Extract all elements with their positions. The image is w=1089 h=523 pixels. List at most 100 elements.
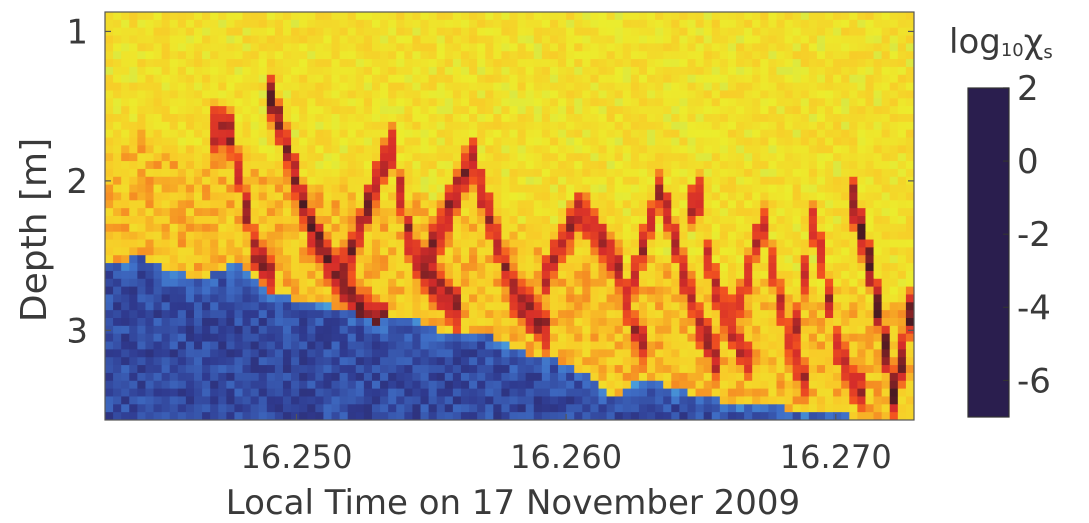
heatmap-cell <box>776 59 786 68</box>
heatmap-cell <box>307 333 316 343</box>
heatmap-cell <box>525 129 535 139</box>
heatmap-cell <box>291 51 300 60</box>
heatmap-cell <box>614 19 624 29</box>
heatmap-cell <box>218 310 227 319</box>
heatmap-cell <box>347 302 357 311</box>
heatmap-cell <box>477 357 486 366</box>
heatmap-cell <box>541 51 551 60</box>
heatmap-cell <box>533 231 543 241</box>
heatmap-cell <box>477 231 486 241</box>
heatmap-cell <box>517 106 527 115</box>
heatmap-cell <box>460 145 470 154</box>
heatmap-cell <box>266 27 276 37</box>
heatmap-cell <box>695 239 705 248</box>
heatmap-cell <box>647 223 656 233</box>
heatmap-cell <box>153 286 163 296</box>
heatmap-cell <box>638 216 648 225</box>
heatmap-cell <box>905 121 914 131</box>
heatmap-cell <box>509 27 519 37</box>
heatmap-cell <box>121 286 130 296</box>
heatmap-cell <box>404 365 414 374</box>
heatmap-cell <box>436 239 446 248</box>
heatmap-cell <box>469 82 478 92</box>
heatmap-cell <box>218 372 227 382</box>
heatmap-cell <box>444 192 454 201</box>
heatmap-cell <box>469 270 478 280</box>
heatmap-cell <box>598 19 608 29</box>
heatmap-cell <box>202 129 211 139</box>
heatmap-cell <box>218 153 227 162</box>
heatmap-cell <box>121 349 130 358</box>
heatmap-cell <box>582 380 591 390</box>
heatmap-cell <box>582 231 591 241</box>
heatmap-cell <box>428 302 438 311</box>
heatmap-cell <box>566 74 575 84</box>
heatmap-cell <box>234 168 244 178</box>
heatmap-cell <box>226 106 236 115</box>
heatmap-cell <box>533 145 543 154</box>
heatmap-cell <box>695 19 705 29</box>
heatmap-cell <box>266 106 276 115</box>
heatmap-cell <box>347 66 357 76</box>
heatmap-cell <box>250 161 260 170</box>
heatmap-cell <box>452 27 462 37</box>
heatmap-cell <box>469 192 478 201</box>
heatmap-cell <box>711 43 721 52</box>
heatmap-cell <box>825 310 834 319</box>
heatmap-cell <box>622 239 632 248</box>
heatmap-cell <box>679 35 689 44</box>
heatmap-cell <box>671 278 680 288</box>
heatmap-cell <box>371 27 381 37</box>
heatmap-cell <box>460 349 470 358</box>
heatmap-cell <box>517 137 527 146</box>
heatmap-cell <box>776 153 786 162</box>
heatmap-cell <box>833 310 842 319</box>
heatmap-cell <box>145 263 155 272</box>
heatmap-cell <box>469 216 478 225</box>
heatmap-cell <box>493 27 503 37</box>
heatmap-cell <box>857 388 867 398</box>
heatmap-cell <box>436 98 446 107</box>
heatmap-cell <box>582 333 591 343</box>
heatmap-cell <box>533 208 543 217</box>
heatmap-cell <box>420 19 430 29</box>
heatmap-cell <box>622 51 632 60</box>
heatmap-cell <box>428 184 438 194</box>
heatmap-cell <box>606 90 616 99</box>
heatmap-cell <box>469 286 478 296</box>
heatmap-cell <box>800 380 810 390</box>
heatmap-cell <box>420 27 430 37</box>
heatmap-cell <box>412 145 422 154</box>
heatmap-cell <box>800 216 810 225</box>
heatmap-cell <box>905 137 914 146</box>
heatmap-cell <box>687 59 697 68</box>
heatmap-cell <box>234 43 244 52</box>
heatmap-cell <box>905 35 914 44</box>
heatmap-cell <box>760 388 769 398</box>
heatmap-cell <box>331 302 341 311</box>
heatmap-cell <box>460 247 470 256</box>
heatmap-cell <box>865 357 875 366</box>
heatmap-cell <box>185 161 195 170</box>
heatmap-cell <box>412 263 422 272</box>
heatmap-cell <box>549 168 559 178</box>
heatmap-cell <box>202 278 211 288</box>
heatmap-cell <box>800 365 810 374</box>
heatmap-cell <box>153 372 163 382</box>
heatmap-cell <box>436 176 446 186</box>
heatmap-cell <box>711 184 721 194</box>
heatmap-cell <box>493 270 503 280</box>
heatmap-cell <box>420 223 430 233</box>
heatmap-cell <box>736 357 745 366</box>
heatmap-cell <box>129 153 138 162</box>
heatmap-cell <box>258 192 268 201</box>
heatmap-cell <box>477 372 486 382</box>
heatmap-cell <box>113 82 122 92</box>
heatmap-cell <box>614 74 624 84</box>
heatmap-cell <box>291 380 300 390</box>
heatmap-cell <box>234 325 244 335</box>
heatmap-cell <box>315 43 325 52</box>
heatmap-cell <box>784 35 794 44</box>
heatmap-cell <box>719 137 729 146</box>
heatmap-cell <box>169 294 179 303</box>
